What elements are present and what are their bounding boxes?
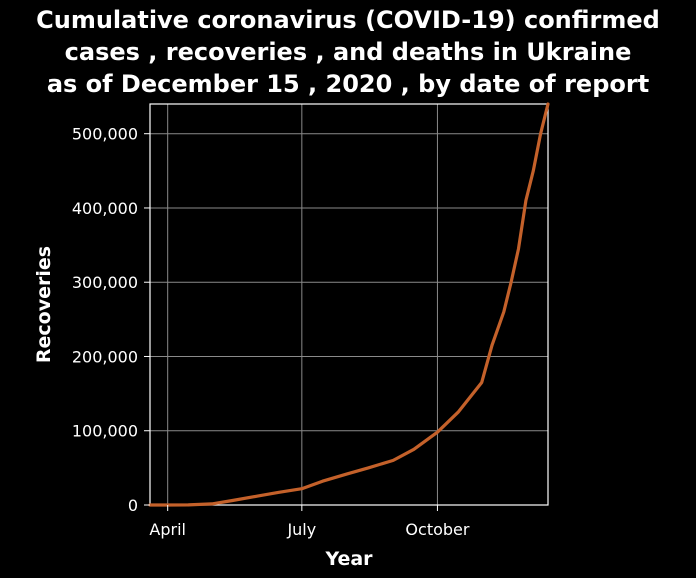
gridlines [150,104,548,505]
series-group [150,104,548,505]
y-tick-label: 200,000 [72,347,138,366]
x-tick-label: July [286,520,316,539]
chart-title-line: cases , recoveries , and deaths in Ukrai… [65,38,632,66]
x-axis-label: Year [324,548,373,570]
y-axis-label: Recoveries [33,246,55,363]
x-tick-label: October [405,520,469,539]
chart-title-line: Cumulative coronavirus (COVID-19) confir… [36,6,660,34]
y-tick-label: 100,000 [72,422,138,441]
series-line [150,104,548,505]
y-tick-label: 500,000 [72,125,138,144]
x-tick-label: April [149,520,186,539]
y-tick-label: 400,000 [72,199,138,218]
plot-frame [150,104,548,505]
y-tick-label: 0 [128,496,138,515]
y-tick-label: 300,000 [72,273,138,292]
x-tick-labels: April July October [149,505,469,539]
chart-title: Cumulative coronavirus (COVID-19) confir… [36,6,660,98]
y-tick-labels: 0 100,000 200,000 300,000 400,000 500,000 [72,125,150,515]
chart-title-line: as of December 15 , 2020 , by date of re… [47,70,649,98]
